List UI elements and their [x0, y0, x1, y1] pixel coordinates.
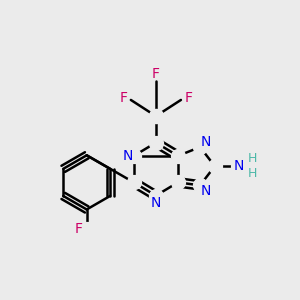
Text: H: H	[248, 167, 257, 180]
Text: F: F	[119, 91, 128, 105]
Text: F: F	[74, 222, 83, 236]
Text: H: H	[248, 152, 257, 165]
Text: F: F	[152, 67, 160, 81]
Text: N: N	[200, 184, 211, 198]
Text: F: F	[184, 91, 192, 105]
Text: N: N	[122, 149, 133, 163]
Text: N: N	[233, 159, 244, 173]
Text: N: N	[151, 196, 161, 210]
Text: N: N	[200, 135, 211, 149]
